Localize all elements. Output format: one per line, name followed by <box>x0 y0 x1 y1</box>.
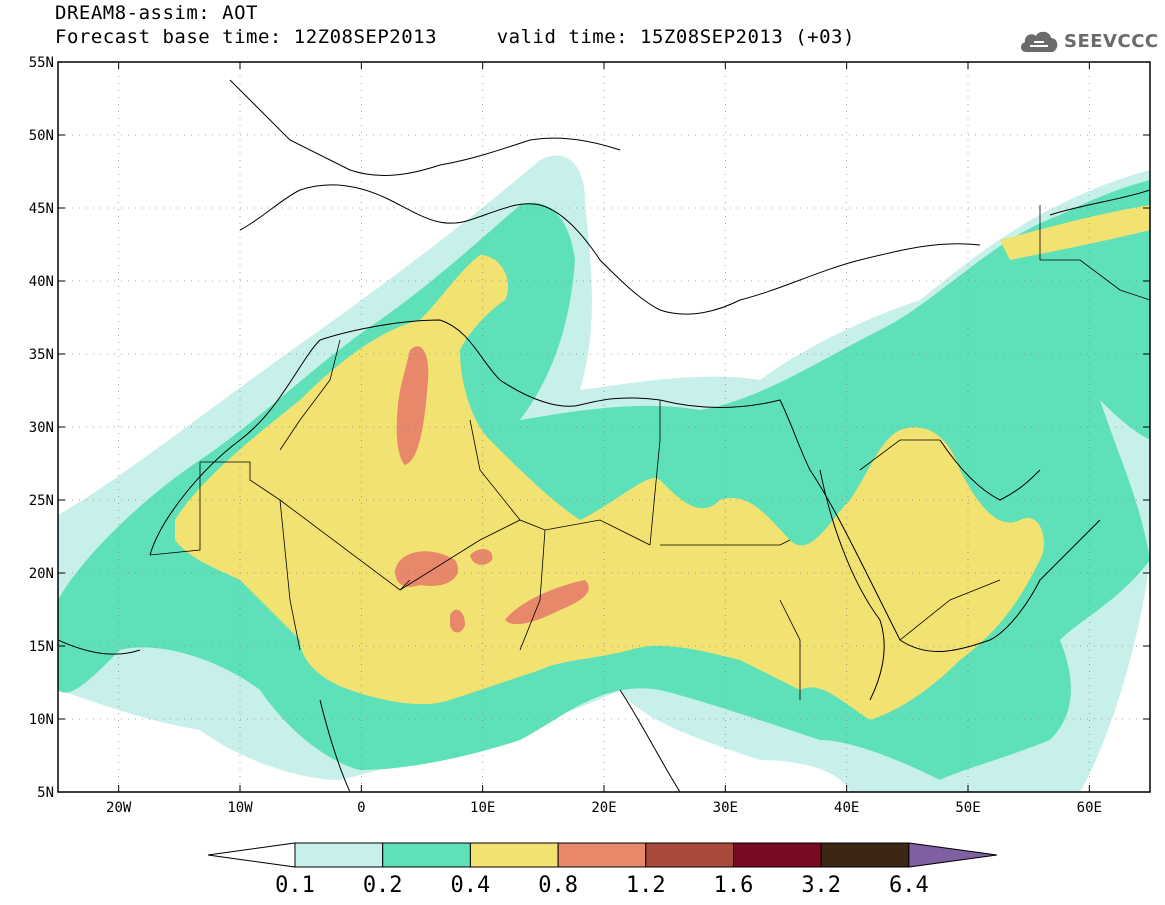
coastlines <box>58 79 1150 792</box>
aot-contour-0.8-c <box>505 580 589 625</box>
colorbar-bin <box>557 842 647 868</box>
lat-tick-label: 15N <box>29 639 54 655</box>
lat-tick-label: 30N <box>29 420 54 436</box>
lat-axis: 55N 50N 45N 40N 35N 30N 25N 20N 15N 10N 5N <box>29 55 1150 801</box>
colorbar-label: 0.4 <box>451 873 491 898</box>
colorbar-bin <box>382 842 471 868</box>
lon-tick-label: 10E <box>470 800 495 816</box>
aot-contour-0.4 <box>175 255 1044 720</box>
lat-tick-label: 50N <box>29 128 54 144</box>
lat-tick-label: 20N <box>29 566 54 582</box>
aot-contour-0.8-a <box>396 346 429 465</box>
aot-colorbar: 0.1 0.2 0.4 0.8 1.2 1.6 3.2 6.4 <box>207 842 997 898</box>
colorbar-under-arrow <box>207 842 296 868</box>
colorbar-bin <box>645 842 734 868</box>
country-borders <box>149 205 1150 700</box>
lat-tick-label: 40N <box>29 274 54 290</box>
colorbar-label: 1.2 <box>626 873 666 898</box>
aot-contour-0.8-e <box>470 548 493 565</box>
aot-contour-0.8-d <box>450 609 465 633</box>
title-line-1: DREAM8-assim: AOT <box>55 2 258 24</box>
lon-tick-label: 60E <box>1077 800 1102 816</box>
colorbar-bin <box>733 842 822 868</box>
colorbar-label: 0.2 <box>363 873 403 898</box>
colorbar-label: 0.8 <box>538 873 578 898</box>
lat-tick-label: 35N <box>29 347 54 363</box>
lon-tick-label: 50E <box>955 800 980 816</box>
colorbar-bin <box>820 842 910 868</box>
colorbar-label: 0.1 <box>275 873 315 898</box>
colorbar-bin <box>469 842 559 868</box>
lat-tick-label: 5N <box>37 785 54 801</box>
lat-tick-label: 55N <box>29 55 54 71</box>
lat-tick-label: 25N <box>29 493 54 509</box>
title-line-2: Forecast base time: 12Z08SEP2013 valid t… <box>55 26 855 48</box>
lon-tick-label: 10W <box>227 800 253 816</box>
aot-contour-0.8-b <box>395 551 459 587</box>
cloud-icon <box>1020 31 1058 52</box>
colorbar-label: 1.6 <box>714 873 754 898</box>
colorbar-label: 6.4 <box>889 873 929 898</box>
lon-tick-label: 0 <box>357 800 365 816</box>
lon-tick-label: 40E <box>834 800 859 816</box>
lon-tick-label: 20E <box>591 800 616 816</box>
lat-tick-label: 45N <box>29 201 54 217</box>
lat-tick-label: 10N <box>29 712 54 728</box>
lon-tick-label: 30E <box>713 800 738 816</box>
colorbar-label: 3.2 <box>801 873 841 898</box>
map-grid <box>58 62 1150 792</box>
colorbar-over-arrow <box>908 842 997 868</box>
logo-text: SEEVCCC <box>1064 30 1159 52</box>
colorbar-bin <box>294 842 384 868</box>
aot-contour-0.4-caspian <box>1000 205 1150 260</box>
lon-tick-label: 20W <box>106 800 132 816</box>
lon-axis: 20W 10W 0 10E 20E 30E 40E 50E 60E <box>106 62 1102 816</box>
seevccc-logo: SEEVCCC <box>1018 26 1159 56</box>
